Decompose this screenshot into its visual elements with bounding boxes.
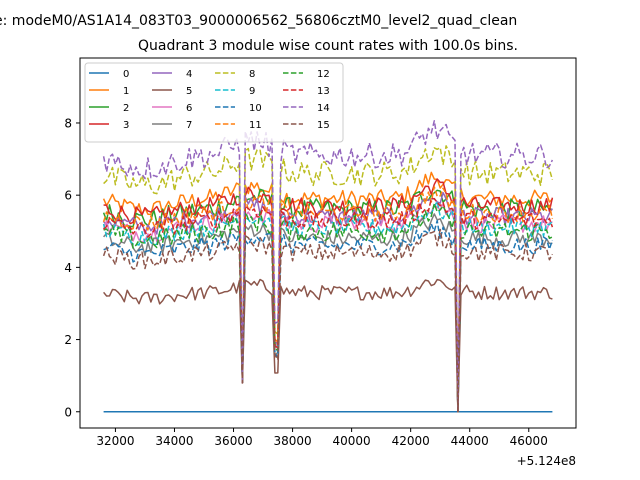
y-tick-label: 2 xyxy=(64,333,72,347)
series-line-13 xyxy=(103,197,554,413)
axes-layer: 32000 34000 36000 38000 40000 42000 44000 46000… xyxy=(64,116,547,448)
series-line-10 xyxy=(103,219,554,413)
chart-suptitle: n file: modeM0/AS1A14_083T03_9000006562_… xyxy=(0,13,517,29)
x-tick-label: 44000 xyxy=(451,434,489,448)
series-line-11 xyxy=(102,186,554,413)
plot-frame xyxy=(79,57,577,429)
legend-label: 11 xyxy=(249,120,262,131)
x-offset-label: +5.124e8 xyxy=(517,454,576,468)
legend-label: 7 xyxy=(186,120,192,131)
y-tick-label: 8 xyxy=(64,116,72,130)
legend-label: 0 xyxy=(123,69,129,80)
series-line-3 xyxy=(103,178,554,413)
x-tick-label: 38000 xyxy=(273,434,311,448)
series-line-8 xyxy=(103,145,554,413)
y-tick-label: 0 xyxy=(64,405,72,419)
legend-label: 6 xyxy=(186,103,192,114)
legend-label: 9 xyxy=(249,86,255,97)
legend-label: 5 xyxy=(186,86,192,97)
legend-label: 4 xyxy=(186,69,192,80)
legend-label: 15 xyxy=(317,120,330,131)
series-line-14 xyxy=(102,120,554,413)
x-tick-label: 32000 xyxy=(96,434,134,448)
y-tick-label: 4 xyxy=(64,261,72,275)
legend-label: 13 xyxy=(317,86,330,97)
x-tick-label: 46000 xyxy=(510,434,548,448)
legend-label: 12 xyxy=(317,69,330,80)
legend-label: 2 xyxy=(123,103,129,114)
series-line-7 xyxy=(103,213,553,413)
legend-label: 3 xyxy=(123,120,129,131)
legend-label: 1 xyxy=(123,86,129,97)
x-tick-label: 42000 xyxy=(392,434,430,448)
legend-label: 10 xyxy=(249,103,262,114)
series-line-5 xyxy=(103,278,553,413)
chart-title: Quadrant 3 module wise count rates with … xyxy=(138,38,518,54)
series-layer xyxy=(102,120,554,413)
series-line-12 xyxy=(103,202,553,413)
series-line-15 xyxy=(102,228,554,413)
x-tick-label: 34000 xyxy=(155,434,193,448)
y-tick-label: 6 xyxy=(64,189,72,203)
x-tick-label: 40000 xyxy=(333,434,371,448)
legend-box xyxy=(84,62,344,143)
series-line-6 xyxy=(102,203,553,413)
legend-label: 14 xyxy=(317,103,330,114)
legend-label: 8 xyxy=(249,69,255,80)
x-tick-label: 36000 xyxy=(214,434,252,448)
